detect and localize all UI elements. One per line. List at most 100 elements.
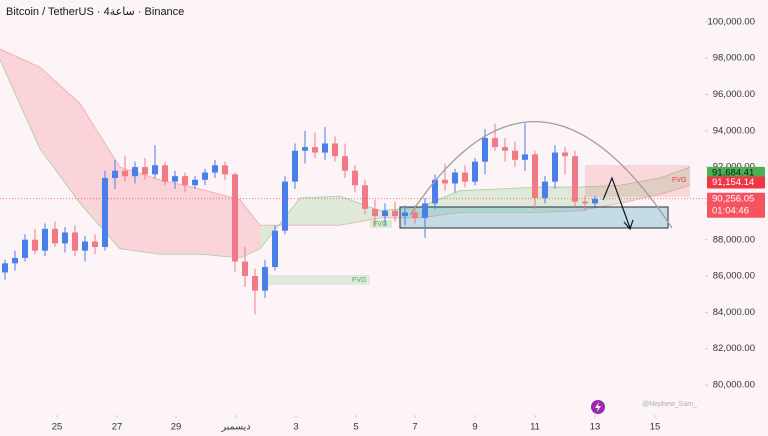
candle-body bbox=[342, 156, 348, 171]
candle-body bbox=[492, 138, 498, 148]
candle-body bbox=[432, 179, 438, 204]
candle-body bbox=[412, 212, 418, 218]
candle-body bbox=[302, 147, 308, 151]
y-tick-label: 84,000.00 bbox=[713, 307, 755, 318]
candle-body bbox=[482, 138, 488, 162]
range-box bbox=[399, 206, 669, 229]
candle-body bbox=[42, 228, 48, 251]
y-tick-label: 80,000.00 bbox=[713, 380, 755, 391]
cloud-segment bbox=[260, 197, 300, 249]
y-tick-label: 86,000.00 bbox=[713, 271, 755, 282]
candle-body bbox=[282, 181, 288, 231]
candle-body bbox=[92, 241, 98, 248]
candle-body bbox=[442, 179, 448, 184]
candle-body bbox=[132, 167, 138, 177]
cloud-segment bbox=[620, 177, 660, 204]
fvg-label: FVG bbox=[373, 221, 387, 228]
candle-body bbox=[112, 170, 118, 178]
x-tick-label: 13 bbox=[590, 422, 601, 433]
lightning-glyph bbox=[595, 402, 601, 412]
cloud-edge bbox=[0, 48, 691, 226]
y-tick-label: 100,000.00 bbox=[707, 16, 755, 27]
cloud-segment bbox=[200, 188, 240, 258]
chart-title: Bitcoin / TetherUS · 4ساعة · Binance bbox=[6, 6, 184, 18]
x-tick-label: 27 bbox=[112, 422, 123, 433]
candle-body bbox=[502, 147, 508, 151]
candle-body bbox=[392, 210, 398, 217]
candle-body bbox=[252, 276, 258, 291]
candle-body bbox=[22, 239, 28, 258]
candle-body bbox=[422, 203, 428, 218]
cloud-edge bbox=[0, 59, 691, 259]
fvg-label: FVG bbox=[352, 277, 366, 284]
fvg-label: FVG bbox=[672, 177, 686, 184]
candle-body bbox=[62, 232, 68, 244]
candle-body bbox=[242, 261, 248, 277]
candle-body bbox=[102, 177, 108, 248]
y-tick-label: 96,000.00 bbox=[713, 89, 755, 100]
projection-arrow bbox=[602, 176, 631, 229]
price-tag-label: 91,684.41 bbox=[712, 167, 754, 178]
fvg-zone bbox=[268, 275, 370, 285]
x-tick-label: 25 bbox=[52, 422, 63, 433]
candle-body bbox=[452, 172, 458, 184]
x-tick-label: 9 bbox=[472, 422, 477, 433]
candle-body bbox=[472, 161, 478, 182]
y-tick-label: 88,000.00 bbox=[713, 234, 755, 245]
candle-body bbox=[52, 228, 58, 244]
candle-body bbox=[292, 150, 298, 182]
candle-body bbox=[512, 150, 518, 160]
cloud-segment bbox=[300, 196, 340, 226]
x-tick-label: 7 bbox=[412, 422, 417, 433]
x-tick-label: 15 bbox=[650, 422, 661, 433]
price-tag bbox=[707, 166, 765, 179]
countdown: 01:04:46 bbox=[712, 205, 749, 216]
candle-body bbox=[2, 263, 8, 273]
cloud-segment bbox=[660, 167, 690, 195]
price-tag bbox=[707, 176, 765, 189]
price-tag-label: 91,154.14 bbox=[712, 177, 754, 188]
candle-body bbox=[82, 241, 88, 251]
cloud-segment bbox=[580, 185, 620, 211]
candle-body bbox=[332, 143, 338, 157]
watermark: @Nephew_Sam_ bbox=[642, 401, 697, 408]
x-tick-label: 11 bbox=[530, 422, 540, 433]
candle-body bbox=[462, 172, 468, 182]
candle-body bbox=[532, 154, 538, 198]
candle-body bbox=[372, 208, 378, 217]
cloud-segment bbox=[500, 187, 540, 213]
price-tag-label: 90,256.05 bbox=[712, 193, 754, 204]
y-tick-label: 98,000.00 bbox=[713, 53, 755, 64]
cloud-segment bbox=[80, 103, 120, 249]
candle-body bbox=[12, 257, 18, 264]
candle-body bbox=[362, 185, 368, 209]
cloud-segment bbox=[40, 67, 80, 204]
candle-body bbox=[562, 152, 568, 157]
cloud-segment bbox=[540, 187, 580, 213]
cloud-segment bbox=[420, 190, 460, 218]
candle-body bbox=[152, 165, 158, 175]
x-tick-label: 3 bbox=[293, 422, 298, 433]
candle-body bbox=[142, 167, 148, 175]
candle-body bbox=[322, 143, 328, 153]
candle-body bbox=[222, 165, 228, 175]
candle-body bbox=[192, 179, 198, 186]
x-tick-label: 29 bbox=[171, 422, 182, 433]
x-tick-label: 5 bbox=[353, 422, 358, 433]
candle-body bbox=[352, 170, 358, 186]
candle-body bbox=[232, 174, 238, 262]
candle-body bbox=[212, 165, 218, 173]
candle-body bbox=[542, 181, 548, 198]
y-tick-label: 94,000.00 bbox=[713, 125, 755, 136]
candle-body bbox=[272, 230, 278, 267]
cloud-segment bbox=[0, 49, 40, 149]
candle-body bbox=[122, 170, 128, 177]
fvg-zone bbox=[370, 220, 392, 228]
cloud-segment bbox=[340, 196, 380, 226]
candle-body bbox=[312, 147, 318, 153]
candles bbox=[2, 123, 598, 315]
arrow-head bbox=[623, 219, 634, 231]
candle-body bbox=[72, 232, 78, 251]
candle-body bbox=[402, 212, 408, 217]
